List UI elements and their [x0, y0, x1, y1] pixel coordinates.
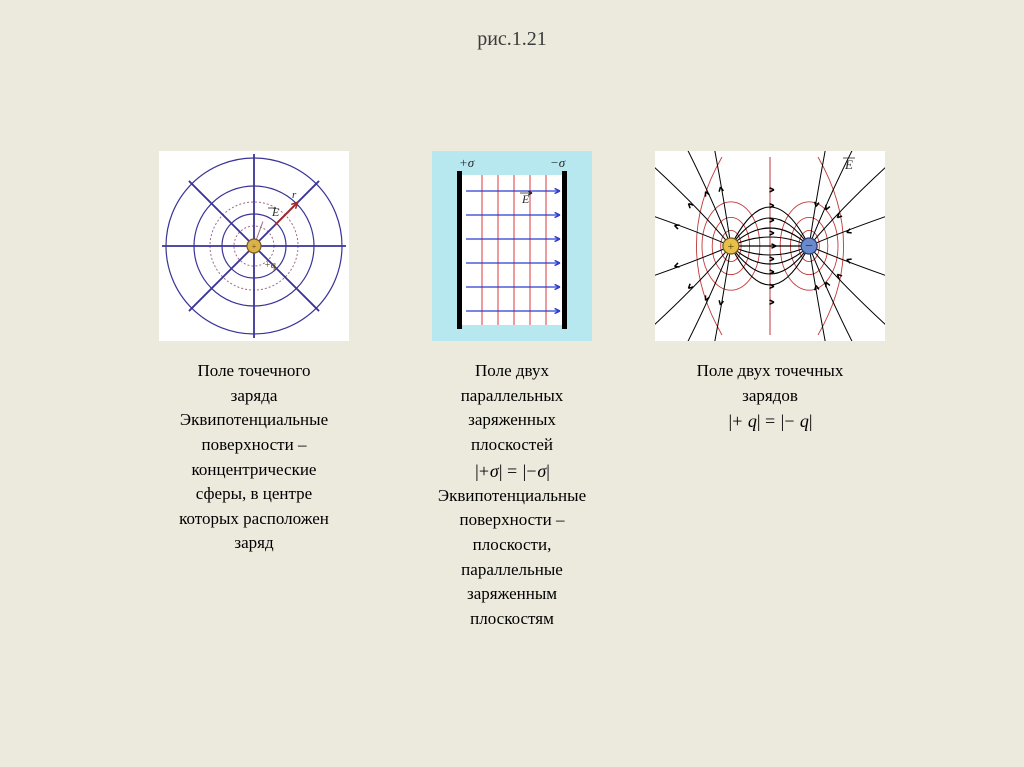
caption-line: плоскостям	[438, 607, 586, 632]
caption-line: заряженных	[438, 408, 586, 433]
caption-parallel-plates: Поле двухпараллельныхзаряженныхплоскосте…	[438, 359, 586, 632]
figure-row: +Er+q Поле точечногозарядаЭквипотенциаль…	[0, 151, 1024, 632]
caption-line: концентрические	[179, 458, 329, 483]
svg-text:+: +	[728, 239, 735, 253]
caption-line: заряд	[179, 531, 329, 556]
figure-parallel-plates: +σ−σE	[432, 151, 592, 341]
caption-line: параллельных	[438, 384, 586, 409]
caption-line: плоскости,	[438, 533, 586, 558]
caption-line: Эквипотенциальные	[179, 408, 329, 433]
svg-text:−σ: −σ	[550, 155, 566, 170]
caption-line: параллельные	[438, 558, 586, 583]
col-parallel-plates: +σ−σE Поле двухпараллельныхзаряженныхпло…	[397, 151, 627, 632]
figure-dipole: + − E	[655, 151, 885, 341]
formula-sigma: |+σ| = |−σ|	[438, 458, 586, 484]
page: рис.1.21 +Er+q Поле точечногозарядаЭквип…	[0, 0, 1024, 767]
col-dipole: + − E Поле двух точечныхзарядов|+ q| = |− …	[655, 151, 885, 434]
figure-point-charge: + Er +q	[159, 151, 349, 341]
caption-line: Эквипотенциальные	[438, 484, 586, 509]
svg-text:−: −	[805, 239, 813, 254]
svg-text:E: E	[271, 205, 280, 219]
col-point-charge: + Er +q Поле точечногозарядаЭквипотенциаль…	[139, 151, 369, 556]
caption-line: поверхности –	[438, 508, 586, 533]
svg-text:+: +	[252, 242, 257, 251]
svg-text:+q: +q	[264, 260, 276, 271]
caption-line: зарядов	[697, 384, 844, 409]
caption-point-charge: Поле точечногозарядаЭквипотенциальныепов…	[179, 359, 329, 556]
caption-line: Поле двух точечных	[697, 359, 844, 384]
svg-text:r: r	[292, 189, 297, 201]
caption-dipole: Поле двух точечныхзарядов|+ q| = |− q|	[697, 359, 844, 434]
caption-line: которых расположен	[179, 507, 329, 532]
figure-title: рис.1.21	[0, 0, 1024, 51]
caption-line: Поле точечного	[179, 359, 329, 384]
caption-line: сферы, в центре	[179, 482, 329, 507]
caption-line: Поле двух	[438, 359, 586, 384]
caption-line: заряженным	[438, 582, 586, 607]
caption-line: плоскостей	[438, 433, 586, 458]
caption-line: заряда	[179, 384, 329, 409]
svg-text:+σ: +σ	[459, 155, 475, 170]
formula-q: |+ q| = |− q|	[697, 408, 844, 434]
svg-text:E: E	[844, 157, 853, 172]
caption-line: поверхности –	[179, 433, 329, 458]
